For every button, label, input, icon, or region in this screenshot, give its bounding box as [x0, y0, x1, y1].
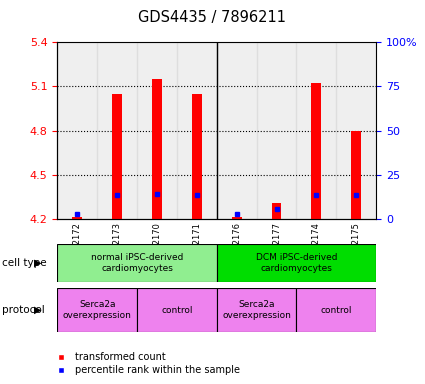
Text: cell type: cell type — [2, 258, 47, 268]
Bar — [57, 288, 137, 332]
Bar — [272, 203, 281, 219]
Text: control: control — [161, 306, 193, 314]
Bar — [112, 94, 122, 219]
Bar — [217, 42, 257, 219]
Text: protocol: protocol — [2, 305, 45, 315]
Bar — [97, 42, 137, 219]
Bar — [152, 79, 162, 219]
Text: GDS4435 / 7896211: GDS4435 / 7896211 — [139, 10, 286, 25]
Bar — [312, 83, 321, 219]
Text: ▶: ▶ — [34, 305, 41, 315]
Bar — [72, 217, 82, 219]
Legend: transformed count, percentile rank within the sample: transformed count, percentile rank withi… — [47, 348, 244, 379]
Bar — [217, 288, 296, 332]
Bar — [336, 42, 376, 219]
Text: DCM iPSC-derived
cardiomyocytes: DCM iPSC-derived cardiomyocytes — [256, 253, 337, 273]
Bar — [177, 42, 217, 219]
Bar — [257, 42, 296, 219]
Bar — [296, 42, 336, 219]
Bar — [137, 288, 217, 332]
Text: Serca2a
overexpression: Serca2a overexpression — [222, 300, 291, 320]
Text: control: control — [320, 306, 352, 314]
Bar — [192, 94, 202, 219]
Bar — [57, 42, 97, 219]
Bar — [137, 42, 177, 219]
Bar — [351, 131, 361, 219]
Bar — [57, 244, 217, 282]
Text: normal iPSC-derived
cardiomyocytes: normal iPSC-derived cardiomyocytes — [91, 253, 183, 273]
Bar — [296, 288, 376, 332]
Text: ▶: ▶ — [34, 258, 41, 268]
Text: Serca2a
overexpression: Serca2a overexpression — [63, 300, 132, 320]
Bar — [217, 244, 376, 282]
Bar — [232, 217, 242, 219]
